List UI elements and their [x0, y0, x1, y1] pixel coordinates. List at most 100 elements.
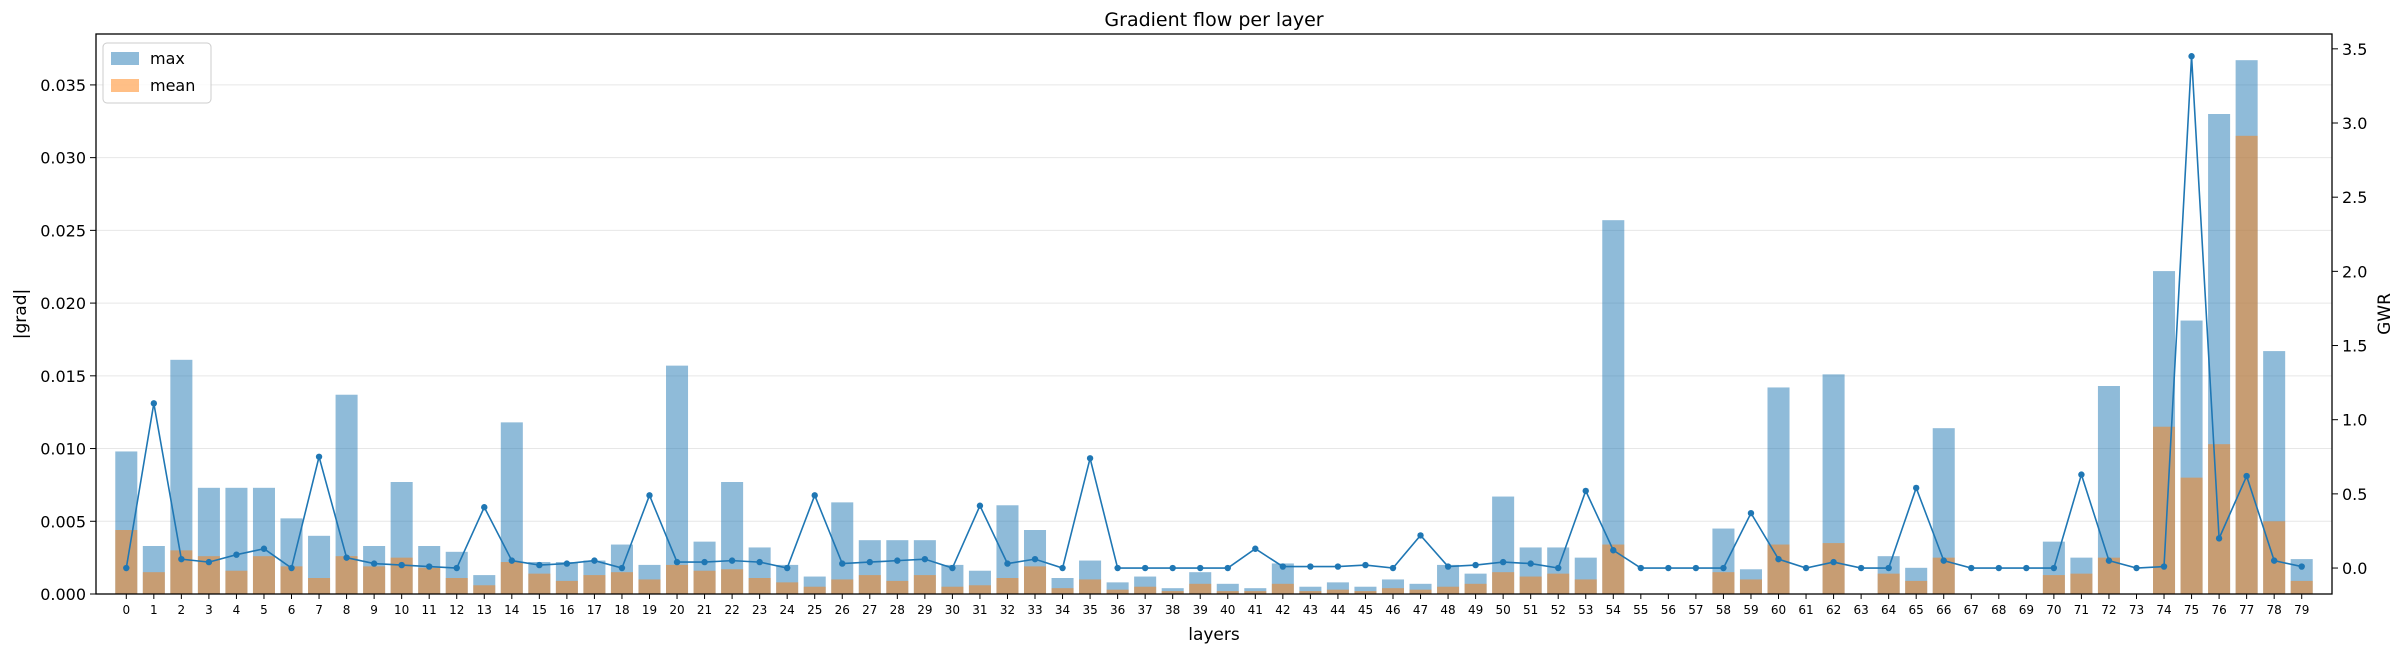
- bar-max: [335, 394, 358, 594]
- x-tick-label: 71: [2074, 603, 2089, 617]
- legend: max mean: [102, 42, 212, 104]
- x-tick-label: 28: [890, 603, 905, 617]
- bar-mean: [170, 550, 193, 594]
- bar-mean: [776, 582, 799, 594]
- gwr-point: [1252, 545, 1259, 552]
- x-tick-label: 32: [1000, 603, 1015, 617]
- gwr-point: [1885, 564, 1892, 572]
- x-tick-label: 13: [477, 603, 492, 617]
- gwr-point: [1830, 558, 1837, 566]
- x-tick-label: 17: [587, 603, 602, 617]
- bar-max: [1326, 582, 1349, 594]
- bar-mean: [1216, 591, 1239, 594]
- bar-mean: [225, 570, 248, 594]
- gwr-point: [1472, 561, 1479, 569]
- y-tick-label: 0.025: [40, 221, 86, 240]
- y2-tick-label: 1.5: [2342, 337, 2367, 356]
- bar-mean: [308, 578, 331, 594]
- gwr-point: [1857, 564, 1865, 572]
- gwr-point: [2270, 557, 2278, 564]
- legend-swatch-max: [111, 52, 139, 65]
- x-tick-label: 43: [1303, 603, 1318, 617]
- gwr-point: [646, 492, 653, 499]
- bar-mean: [363, 566, 386, 594]
- bar-mean: [2097, 557, 2120, 594]
- x-tick-label: 78: [2267, 603, 2282, 617]
- gwr-point: [1968, 564, 1975, 572]
- gwr-point: [1444, 563, 1452, 570]
- y-axis-left: 0.000 0.005 0.010 0.015 0.020 0.025 0.030 0.035: [40, 76, 96, 604]
- gwr-point: [1389, 564, 1397, 572]
- gwr-point: [921, 555, 929, 563]
- plot-frame: [95, 33, 2333, 595]
- grid-lines: [96, 84, 2332, 595]
- x-tick-label: 2: [178, 603, 186, 617]
- gwr-point: [839, 560, 846, 567]
- gwr-point: [1637, 564, 1645, 572]
- bar-max: [996, 505, 1019, 594]
- gwr-point: [1031, 555, 1039, 563]
- x-tick-label: 45: [1358, 603, 1373, 617]
- bar-mean: [886, 580, 909, 594]
- gwr-point: [563, 560, 571, 567]
- gwr-point: [178, 555, 185, 563]
- bar-mean: [748, 578, 771, 594]
- gwr-point: [398, 561, 405, 569]
- x-tick-label: 25: [807, 603, 822, 617]
- bar-mean: [2290, 580, 2313, 594]
- x-tick-label: 3: [205, 603, 213, 617]
- x-tick-label: 8: [343, 603, 351, 617]
- bar-max: [1602, 220, 1625, 594]
- x-tick-label: 38: [1165, 603, 1180, 617]
- bar-mean: [2042, 575, 2065, 594]
- bar-mean: [666, 564, 689, 594]
- x-tick-label: 61: [1798, 603, 1813, 617]
- bar-mean: [1932, 557, 1955, 594]
- max-bars: [115, 60, 2313, 594]
- x-tick-label: 4: [233, 603, 241, 617]
- x-tick-label: 0: [122, 603, 130, 617]
- gwr-point: [618, 564, 626, 572]
- gwr-point: [1004, 560, 1011, 567]
- x-tick-label: 31: [972, 603, 987, 617]
- x-tick-label: 40: [1220, 603, 1235, 617]
- bar-mean: [1161, 591, 1184, 594]
- bar-mean: [803, 586, 826, 594]
- x-tick-label: 66: [1936, 603, 1951, 617]
- x-tick-label: 67: [1964, 603, 1979, 617]
- gwr-point: [1114, 564, 1121, 572]
- x-tick-label: 52: [1551, 603, 1566, 617]
- bar-mean: [1079, 579, 1102, 594]
- bar-max: [1932, 428, 1955, 594]
- gwr-point: [1527, 560, 1534, 567]
- gwr-point: [1912, 484, 1920, 492]
- bar-mean: [115, 530, 138, 594]
- gwr-point: [1169, 564, 1176, 572]
- bar-mean: [1354, 591, 1377, 594]
- x-tick-label: 37: [1138, 603, 1153, 617]
- gwr-point: [673, 558, 681, 566]
- x-tick-label: 12: [449, 603, 464, 617]
- bar-mean: [390, 557, 413, 594]
- gwr-point: [233, 551, 240, 558]
- bar-mean: [2208, 444, 2231, 594]
- bar-max: [1492, 496, 1515, 594]
- gwr-point: [1610, 547, 1617, 554]
- gwr-point: [1802, 564, 1810, 572]
- y2-axis-label: GWR: [2375, 293, 2395, 335]
- x-tick-label: 72: [2101, 603, 2116, 617]
- bar-mean: [610, 572, 633, 594]
- x-tick-label: 49: [1468, 603, 1483, 617]
- x-tick-label: 56: [1661, 603, 1676, 617]
- bar-mean: [913, 575, 936, 594]
- y2-tick-label: 1.0: [2342, 411, 2367, 430]
- gwr-point: [2133, 564, 2140, 572]
- x-tick-label: 76: [2211, 603, 2226, 617]
- bar-mean: [1547, 573, 1570, 594]
- bar-mean: [142, 572, 165, 594]
- x-tick-label: 68: [1991, 603, 2006, 617]
- gwr-point: [591, 557, 598, 564]
- x-axis-label: layers: [1188, 625, 1240, 645]
- bar-mean: [2180, 477, 2203, 594]
